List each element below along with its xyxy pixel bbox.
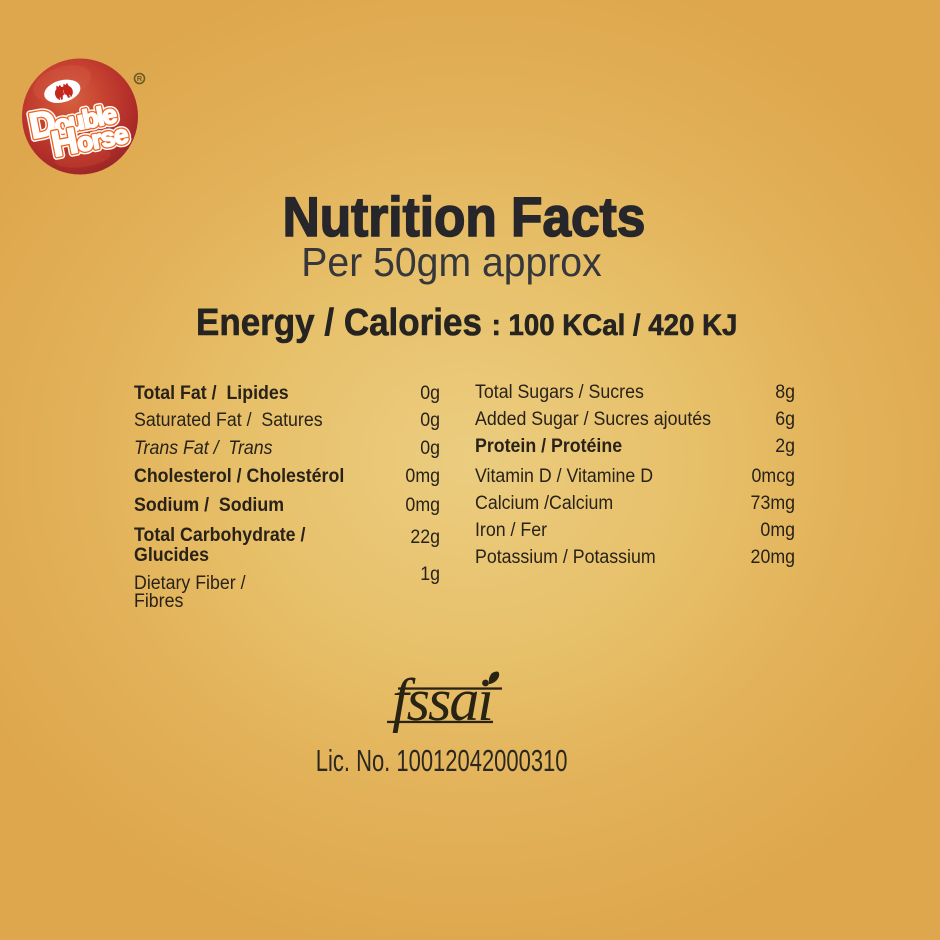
svg-text:fssaı: fssaı	[392, 667, 492, 733]
svg-text:R: R	[137, 74, 143, 83]
